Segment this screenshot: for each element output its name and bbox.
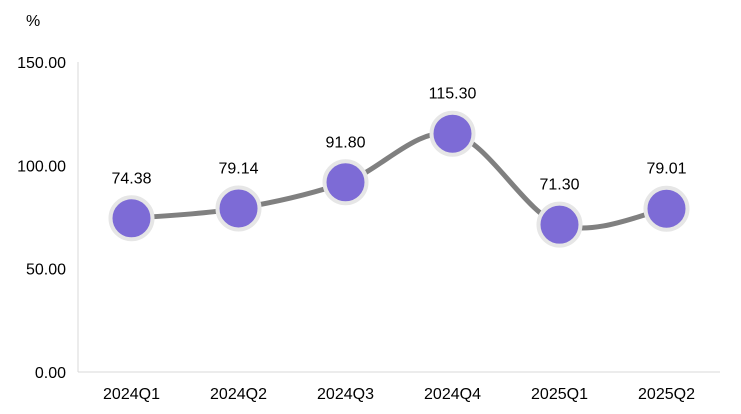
data-label: 79.01 — [646, 161, 686, 178]
data-point — [215, 185, 262, 232]
data-point — [429, 110, 476, 157]
data-label: 91.80 — [325, 134, 365, 151]
data-points — [108, 110, 690, 248]
data-point — [536, 201, 583, 248]
x-tick-label: 2024Q3 — [317, 386, 374, 403]
y-axis-unit-label: % — [26, 13, 40, 30]
y-axis-ticks: 0.00 50.00 100.00 150.00 — [17, 55, 66, 382]
x-tick-label: 2024Q2 — [210, 386, 267, 403]
y-tick-label: 150.00 — [17, 55, 66, 72]
series-line — [129, 130, 669, 231]
y-tick-label: 0.00 — [35, 365, 66, 382]
data-label: 71.30 — [539, 177, 579, 194]
x-tick-label: 2024Q1 — [103, 386, 160, 403]
data-point — [322, 159, 369, 206]
x-tick-label: 2025Q1 — [531, 386, 588, 403]
x-tick-label: 2024Q4 — [424, 386, 481, 403]
y-tick-label: 50.00 — [26, 262, 66, 279]
y-tick-label: 100.00 — [17, 158, 66, 175]
data-label: 74.38 — [111, 170, 151, 187]
data-point — [108, 195, 155, 242]
x-axis-ticks: 2024Q1 2024Q2 2024Q3 2024Q4 2025Q1 2025Q2 — [103, 386, 695, 403]
data-labels: 74.38 79.14 91.80 115.30 71.30 79.01 — [111, 86, 686, 194]
data-label: 115.30 — [429, 86, 477, 103]
x-tick-label: 2025Q2 — [638, 386, 695, 403]
data-label: 79.14 — [218, 160, 258, 177]
data-point — [643, 185, 690, 232]
